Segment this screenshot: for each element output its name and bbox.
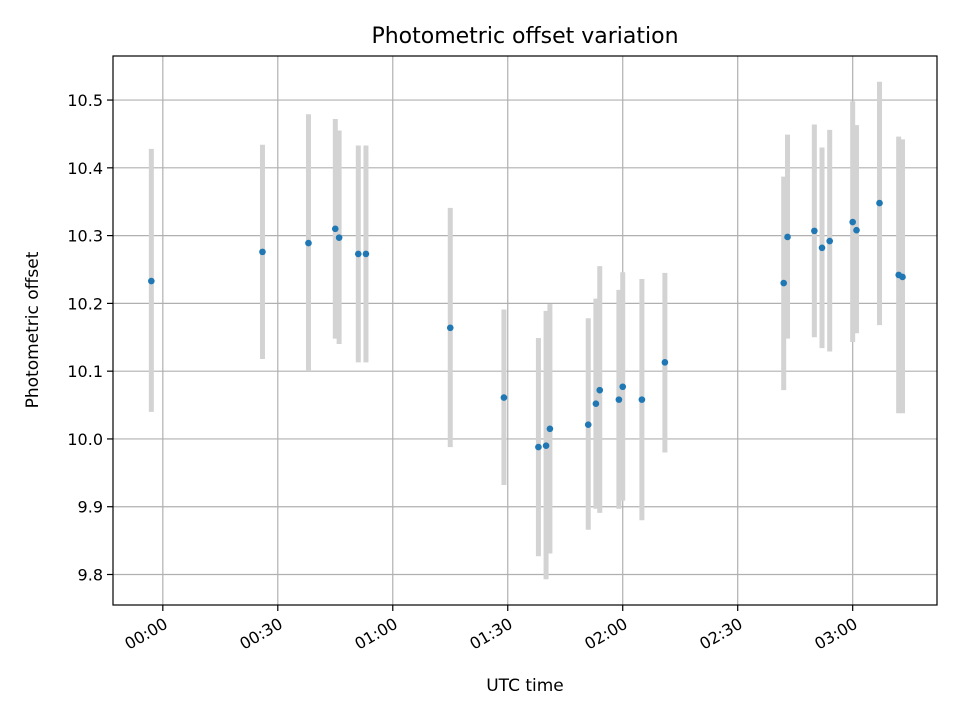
y-tick-label: 10.1 xyxy=(67,362,103,381)
data-point xyxy=(826,237,833,245)
data-point xyxy=(811,227,818,235)
data-point xyxy=(784,233,791,241)
y-tick-label: 9.8 xyxy=(78,566,103,585)
y-tick-label: 10.2 xyxy=(67,294,103,313)
axis-ticks: 00:00 00:30 01:00 01:30 02:00 02:30 03:00 9.8 9.… xyxy=(67,91,860,653)
data-point xyxy=(619,383,627,391)
data-point xyxy=(542,442,550,450)
y-tick-label: 10.4 xyxy=(67,159,103,178)
data-point xyxy=(331,225,339,233)
x-tick-label: 02:00 xyxy=(581,614,630,654)
error-bars xyxy=(148,81,906,580)
data-point xyxy=(592,400,600,408)
data-point xyxy=(615,396,623,403)
x-axis-label: UTC time xyxy=(486,676,564,696)
y-tick-label: 9.9 xyxy=(78,498,103,517)
data-point xyxy=(362,250,370,258)
data-point xyxy=(335,234,343,241)
x-tick-label: 00:00 xyxy=(121,614,170,654)
x-tick-label: 01:30 xyxy=(466,614,515,654)
data-point xyxy=(354,250,362,258)
data-point xyxy=(546,425,554,433)
data-points xyxy=(148,199,906,451)
y-tick-label: 10.0 xyxy=(67,430,103,449)
y-tick-label: 10.5 xyxy=(67,91,103,110)
x-tick-label: 02:30 xyxy=(696,614,745,654)
data-point xyxy=(596,386,604,394)
x-tick-label: 01:00 xyxy=(351,614,400,654)
data-point xyxy=(661,359,669,366)
data-point xyxy=(305,239,312,247)
x-tick-label: 00:30 xyxy=(236,614,285,654)
data-point xyxy=(818,244,826,252)
data-point xyxy=(780,279,787,287)
data-point xyxy=(876,199,883,207)
data-point xyxy=(259,248,266,256)
plot-frame xyxy=(112,55,938,606)
data-point xyxy=(500,394,508,401)
y-axis-label: Photometric offset xyxy=(23,251,43,408)
data-point xyxy=(899,273,906,281)
data-point xyxy=(535,443,542,451)
chart-title: Photometric offset variation xyxy=(371,24,678,49)
data-point xyxy=(638,396,646,403)
x-tick-label: 03:00 xyxy=(811,614,860,654)
data-point xyxy=(148,277,155,285)
data-point xyxy=(853,226,860,234)
data-point xyxy=(446,324,454,332)
data-point xyxy=(849,218,856,226)
data-point xyxy=(584,421,592,429)
y-tick-label: 10.3 xyxy=(67,227,103,246)
